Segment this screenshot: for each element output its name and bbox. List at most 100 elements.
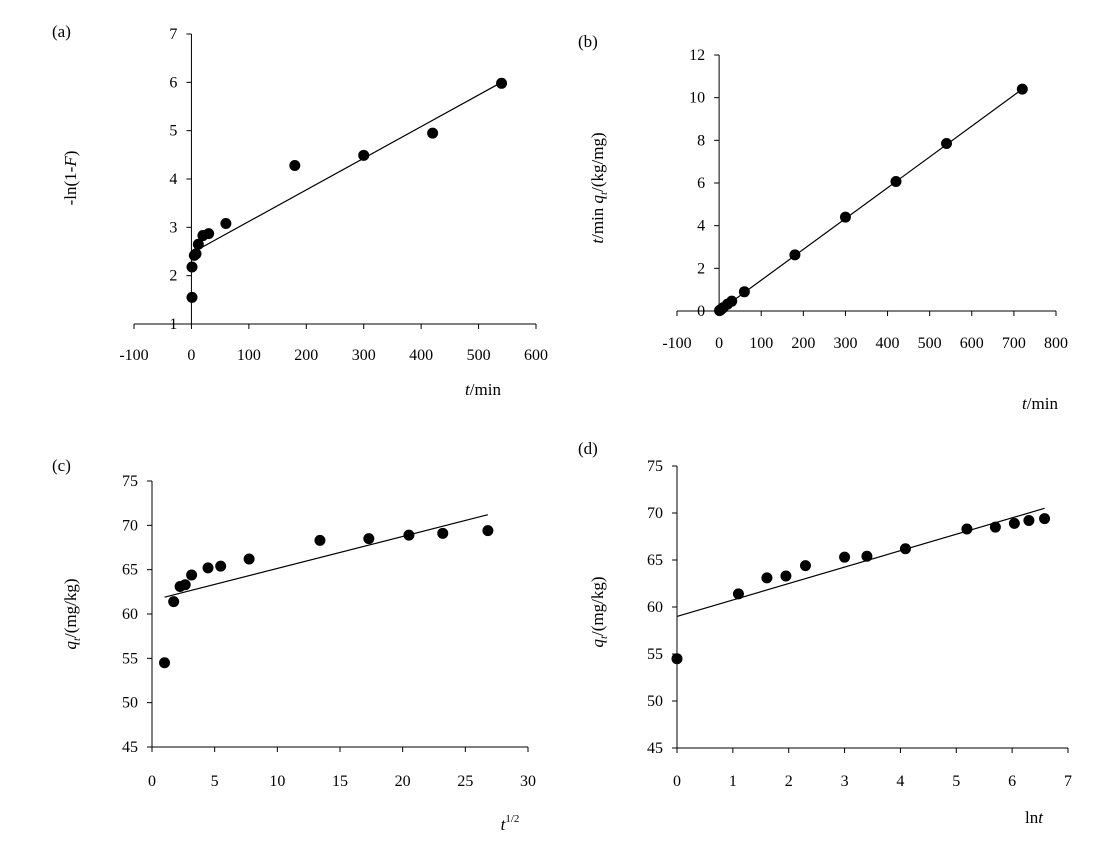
panel-b-label: (b) bbox=[578, 32, 598, 51]
panel-b-x-tick-label: 400 bbox=[876, 335, 900, 352]
panel-b-x-tick-label: 200 bbox=[791, 335, 815, 352]
panel-d-data-point bbox=[961, 523, 973, 535]
panel-a-y-tick-label: 7 bbox=[169, 26, 177, 43]
panel-b-data-point bbox=[726, 295, 738, 307]
panel-d-x-tick-label: 0 bbox=[673, 773, 681, 790]
panel-c-y-tick-label: 55 bbox=[122, 650, 138, 667]
panel-c-fit-line bbox=[164, 514, 489, 598]
panel-c-data-point bbox=[215, 560, 227, 572]
panel-c-x-tick-label: 15 bbox=[332, 773, 348, 790]
panel-b-y-tick-label: 6 bbox=[697, 175, 705, 192]
panel-d-label: (d) bbox=[578, 439, 598, 458]
panel-c-data-point bbox=[168, 596, 180, 608]
panel-a-data-point bbox=[186, 291, 198, 303]
panel-c-data-point bbox=[159, 657, 171, 669]
panel-d-y-tick-label: 55 bbox=[647, 646, 663, 663]
panel-d-y-tick-label: 60 bbox=[647, 599, 663, 616]
panel-d-y-tick-label: 45 bbox=[647, 740, 663, 757]
panel-b-y-tick-label: 4 bbox=[697, 218, 705, 235]
panel-c: (c) qt/(mg/kg) t1/2 0 5 10 15 20 25 30 45 50 55 60… bbox=[52, 456, 536, 834]
panel-a-y-tick-label: 4 bbox=[169, 171, 177, 188]
panel-c-data-point bbox=[186, 569, 198, 581]
panel-b-data-point bbox=[941, 138, 953, 150]
panel-c-data-point bbox=[179, 579, 191, 591]
panel-a-x-tick-label: 100 bbox=[237, 347, 261, 364]
panel-c-data-point bbox=[437, 527, 449, 539]
panel-a-data-point bbox=[427, 127, 439, 139]
panel-b-y-tick-label: 2 bbox=[697, 260, 705, 277]
panel-d-data-point bbox=[761, 572, 773, 584]
panel-d-data-point bbox=[799, 560, 811, 572]
panel-b: (b) t/min qt/(kg/mg) t/min -100 0 100 200 30… bbox=[578, 32, 1068, 413]
panel-a-xlabel: t/min bbox=[465, 380, 501, 399]
panel-d-fit-line bbox=[676, 507, 1045, 617]
panel-c-y-tick-label: 60 bbox=[122, 606, 138, 623]
panel-d-x-tick-label: 7 bbox=[1064, 773, 1072, 790]
panel-d-x-tick-label: 3 bbox=[841, 773, 849, 790]
panel-b-y-tick-label: 0 bbox=[697, 303, 705, 320]
panel-b-xlabel: t/min bbox=[1022, 394, 1058, 413]
panel-d-y-tick-label: 50 bbox=[647, 693, 663, 710]
panel-b-y-tick-label: 10 bbox=[689, 90, 705, 107]
panel-a-data-point bbox=[496, 77, 508, 89]
panel-a-data-point bbox=[192, 238, 204, 250]
panel-d: (d) qt/(mg/kg) lnt 0 1 2 3 4 5 6 74550556065707… bbox=[578, 439, 1072, 827]
panel-a-data-point bbox=[358, 149, 370, 161]
panel-a-y-tick-label: 1 bbox=[169, 316, 177, 333]
panel-d-data-point bbox=[1039, 513, 1051, 525]
panel-b-x-tick-label: 0 bbox=[715, 335, 723, 352]
panel-a-y-tick-label: 2 bbox=[169, 268, 177, 285]
panel-c-y-tick-label: 45 bbox=[122, 739, 138, 756]
panel-c-y-tick-label: 75 bbox=[122, 473, 138, 490]
panel-b-x-tick-label: 300 bbox=[833, 335, 857, 352]
panel-a-x-tick-label: 300 bbox=[352, 347, 376, 364]
panel-c-y-tick-label: 70 bbox=[122, 517, 138, 534]
panel-a-x-tick-label: 400 bbox=[409, 347, 433, 364]
panel-a-y-tick-label: 5 bbox=[169, 123, 177, 140]
panel-b-x-tick-label: 600 bbox=[960, 335, 984, 352]
panel-d-data-point bbox=[671, 653, 683, 665]
panel-c-x-tick-label: 25 bbox=[457, 773, 473, 790]
panel-c-data-point bbox=[202, 562, 214, 574]
panel-a-x-tick-label: 0 bbox=[187, 347, 195, 364]
panel-c-x-tick-label: 0 bbox=[148, 773, 156, 790]
panel-c-data-point bbox=[314, 534, 326, 546]
panel-c-x-tick-label: 30 bbox=[520, 773, 536, 790]
panel-c-label: (c) bbox=[52, 456, 71, 475]
panel-b-data-point bbox=[1016, 83, 1028, 95]
panel-c-data-point bbox=[243, 553, 255, 565]
panel-c-ylabel: qt/(mg/kg) bbox=[61, 578, 83, 649]
panel-d-x-tick-label: 1 bbox=[729, 773, 737, 790]
panel-d-x-tick-label: 5 bbox=[952, 773, 960, 790]
panel-a-ylabel: -ln(1-F) bbox=[61, 151, 80, 206]
panel-b-fit-line bbox=[718, 88, 1023, 312]
panel-d-data-point bbox=[1008, 517, 1020, 529]
panel-d-data-point bbox=[780, 570, 792, 582]
panel-d-data-point bbox=[989, 521, 1001, 533]
panel-c-xlabel: t1/2 bbox=[501, 813, 520, 834]
panel-b-x-tick-label: 100 bbox=[749, 335, 773, 352]
panel-a-x-tick-label: 200 bbox=[294, 347, 318, 364]
panel-c-data-point bbox=[363, 533, 375, 545]
panel-b-y-tick-label: 12 bbox=[689, 47, 705, 64]
panel-c-data-point bbox=[482, 525, 494, 537]
panel-a-data-point bbox=[186, 261, 198, 273]
panel-a-y-tick-label: 6 bbox=[169, 74, 177, 91]
panel-a-data-point bbox=[220, 217, 232, 229]
panel-b-ylabel: t/min qt/(kg/mg) bbox=[588, 132, 610, 243]
panel-d-data-point bbox=[839, 551, 851, 563]
panel-a-label: (a) bbox=[52, 22, 71, 41]
panel-b-data-point bbox=[789, 249, 801, 261]
panel-b-x-tick-label: -100 bbox=[662, 335, 691, 352]
panel-a-data-point bbox=[190, 248, 202, 260]
panel-d-data-point bbox=[732, 588, 744, 600]
panel-d-data-point bbox=[899, 543, 911, 555]
panel-b-data-point bbox=[890, 176, 902, 188]
panel-a-data-point bbox=[289, 159, 301, 171]
panel-c-data-point bbox=[403, 529, 415, 541]
panel-b-x-tick-label: 500 bbox=[918, 335, 942, 352]
panel-d-y-tick-label: 65 bbox=[647, 552, 663, 569]
panel-b-x-tick-label: 800 bbox=[1044, 335, 1068, 352]
panel-c-x-tick-label: 10 bbox=[269, 773, 285, 790]
